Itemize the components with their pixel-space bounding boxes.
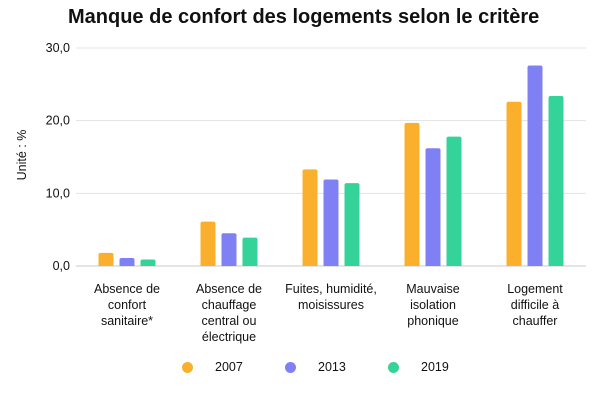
y-tick-label: 0,0 [53,259,70,273]
y-tick-label: 10,0 [46,186,70,200]
x-category-label: Absence de chauffage central ou électriq… [195,282,263,344]
bar-2007 [302,169,318,266]
legend-swatch [388,361,399,373]
bar-2013 [119,258,135,266]
bar-2019 [140,259,156,266]
bar-2013 [221,233,237,266]
x-category-label: Fuites, humidité, moisissures [285,282,377,312]
legend-label: 2013 [318,360,346,374]
y-tick-label: 20,0 [46,114,70,128]
x-category-label: Logement difficile à chauffer [507,282,563,328]
legend-swatch [285,361,296,373]
bar-2013 [323,179,339,266]
bar-2019 [548,95,564,267]
legend-item-2013: 2013 [285,360,346,374]
legend-item-2007: 2007 [182,360,243,374]
bar-2019 [242,237,258,266]
x-category-label: Absence de confort sanitaire* [93,282,161,328]
legend-swatch [182,361,193,373]
bar-2013 [527,65,543,266]
chart-title: Manque de confort des logements selon le… [68,6,540,28]
y-axis-label: Unité : % [15,130,29,181]
bar-2007 [98,252,114,266]
bar-2019 [344,183,360,266]
bar-2019 [446,136,462,266]
legend: 2007 2013 2019 [0,360,600,382]
legend-item-2019: 2019 [388,360,449,374]
bar-2007 [404,122,420,266]
y-tick-label: 30,0 [46,41,70,55]
x-category-label: Mauvaise isolation phonique [406,282,460,328]
bar-2013 [425,148,441,266]
bar-2007 [506,101,522,266]
legend-label: 2019 [421,360,449,374]
bar-2007 [200,221,216,266]
legend-label: 2007 [215,360,243,374]
